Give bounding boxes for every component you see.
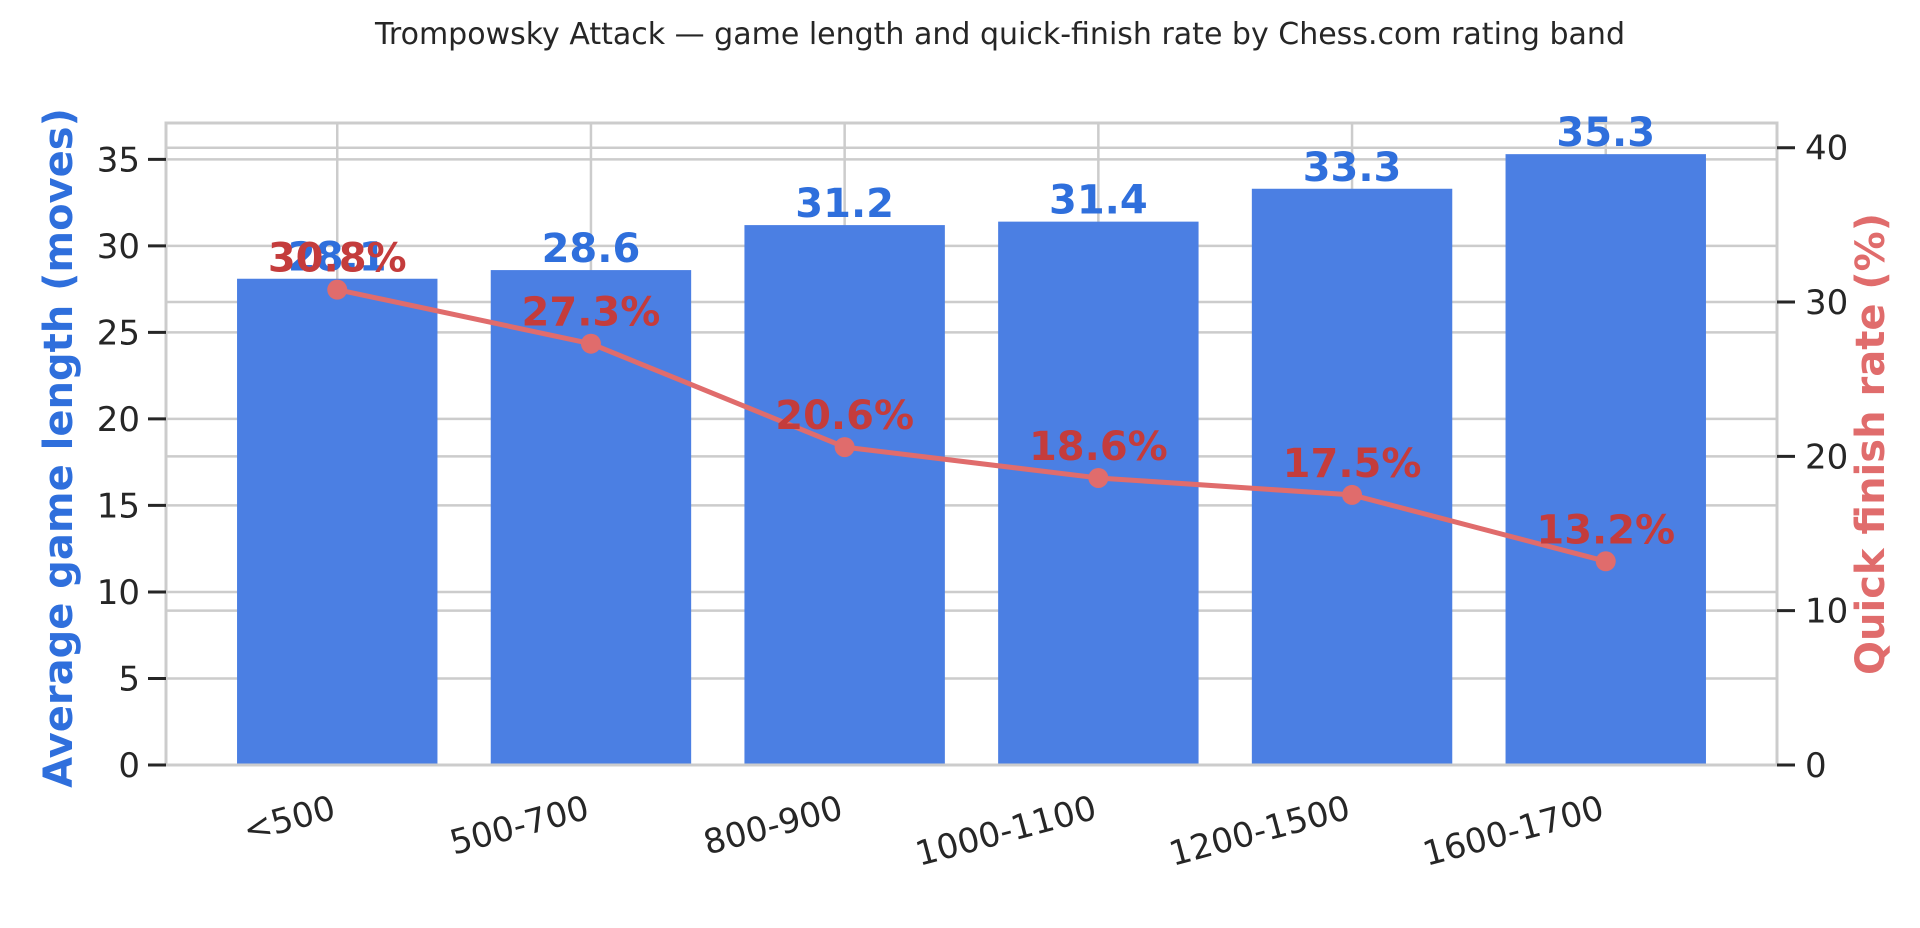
line-value-label: 20.6% (775, 393, 914, 439)
line-point (1088, 467, 1109, 488)
bar (237, 278, 438, 765)
plot-border (164, 121, 1779, 767)
x-tick-label: <500 (239, 788, 340, 851)
line-point (327, 279, 348, 300)
line-value-label: 30.8% (268, 236, 407, 282)
bar (1251, 188, 1453, 765)
y-right-tick-label: 30 (1805, 283, 1848, 323)
bar (1505, 154, 1706, 765)
line-value-label: 18.6% (1029, 424, 1168, 470)
x-tick-label: 1000-1100 (911, 788, 1100, 875)
data-labels: 28.1 28.6 31.2 31.4 33.3 35.3 30.8% 27.3% 20.6% 1… (268, 110, 1675, 553)
bar-value-label: 33.3 (1303, 145, 1402, 191)
y-left-tick-label: 35 (97, 140, 140, 180)
y-left-tick-label: 30 (97, 227, 140, 267)
plot-frame (164, 121, 1779, 767)
line-point (834, 437, 855, 458)
bar-value-label: 28.1 (288, 235, 387, 281)
y-left-tick-label: 5 (118, 659, 140, 699)
line-value-label: 13.2% (1536, 507, 1675, 553)
line-point (1595, 551, 1616, 572)
line-value-label: 17.5% (1283, 441, 1422, 487)
line-series-path (336, 287, 1607, 564)
x-tick-label: 1600-1700 (1419, 788, 1608, 875)
y-right-tick-label: 0 (1805, 746, 1827, 786)
x-tick-label: 800-900 (699, 788, 847, 863)
x-tick-label: 1200-1500 (1165, 788, 1354, 875)
bar-value-label: 31.4 (1049, 178, 1148, 224)
bar-series (237, 154, 1706, 766)
line-point (1342, 484, 1363, 505)
bar (998, 221, 1199, 766)
line-value-label: 27.3% (522, 290, 661, 336)
chart-title: Trompowsky Attack — game length and quic… (374, 17, 1625, 52)
y-axis-left-label: Average game length (moves) (36, 108, 82, 788)
bar-value-label: 31.2 (795, 181, 894, 227)
x-tick-label: 500-700 (446, 788, 594, 863)
line-series (327, 279, 1616, 572)
bar (744, 225, 945, 765)
y-left-tick-label: 10 (97, 573, 140, 613)
y-axis-right-label: Quick finish rate (%) (1848, 213, 1894, 675)
y-left-tick-label: 20 (97, 400, 140, 440)
y-right-tick-label: 20 (1805, 437, 1848, 477)
y-left-tick-label: 0 (118, 746, 140, 786)
y-right-tick-label: 40 (1805, 129, 1848, 169)
line-point (580, 333, 601, 354)
bar-value-label: 28.6 (542, 226, 641, 272)
y-right-tick-label: 10 (1805, 592, 1848, 632)
bar-value-label: 35.3 (1556, 110, 1655, 156)
y-left-tick-label: 15 (97, 486, 140, 526)
y-left-tick-label: 25 (97, 313, 140, 353)
